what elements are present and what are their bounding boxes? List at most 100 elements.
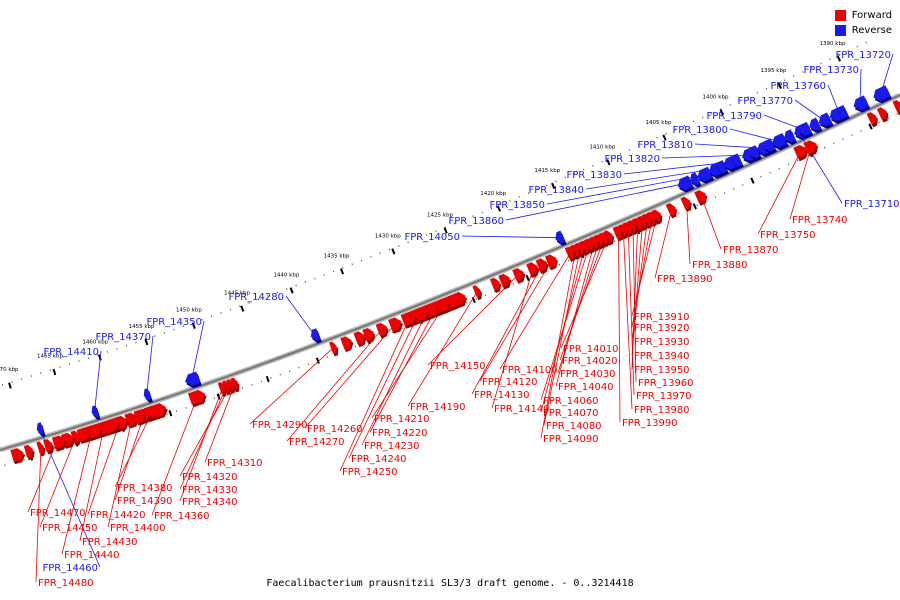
forward-gene-fpr_13890 [665, 203, 676, 216]
gene-label: FPR_13800 [672, 125, 728, 136]
gene-label: FPR_14150 [430, 361, 486, 372]
tick-label: 1425 kbp [427, 213, 453, 219]
gene-label: FPR_14020 [562, 356, 618, 367]
gene-leader-line [204, 383, 236, 463]
gene-leader-line [471, 264, 543, 395]
forward-gene-fpr_13990 [612, 226, 623, 239]
gene-label: FPR_14370 [95, 332, 151, 343]
forward-gene-fpr_14360 [188, 389, 206, 405]
forward-gene-fpr_14120 [545, 254, 557, 268]
forward-gene-block [53, 435, 66, 449]
forward-gene-block [498, 273, 510, 288]
gene-leader-line [179, 387, 223, 502]
gene-label: FPR_14100 [502, 365, 558, 376]
tick-mark [191, 322, 196, 329]
forward-gene-fpr_14190 [472, 285, 481, 298]
gene-leader-line [585, 168, 719, 190]
gene-label: FPR_14450 [42, 523, 98, 534]
gene-label: FPR_14430 [82, 537, 138, 548]
gene-leader-line [540, 246, 586, 413]
forward-gene-fpr_14310 [230, 377, 238, 390]
reverse-gene-block [784, 129, 796, 143]
tick-mark [443, 227, 448, 234]
reverse-gene-fpr_13770 [818, 112, 833, 127]
tick-label: 1455 kbp [129, 324, 155, 330]
legend: Forward Reverse [834, 8, 892, 38]
gene-leader-line [559, 237, 605, 361]
tick-label: 1400 kbp [703, 95, 729, 101]
gene-leader-line [304, 323, 397, 429]
gene-leader-line [479, 259, 553, 382]
gene-label: FPR_13860 [448, 216, 504, 227]
forward-gene-block [353, 331, 365, 345]
genome-caption: Faecalibacterium prausnitzii SL3/3 draft… [266, 578, 634, 589]
gene-leader-line [191, 320, 205, 380]
forward-gene-fpr_14320 [226, 379, 234, 392]
forward-gene-fpr_14450 [70, 430, 80, 444]
tick-mark [750, 177, 755, 184]
tick-mark [216, 393, 221, 400]
gene-leader-line [179, 386, 228, 490]
gene-label: FPR_14080 [546, 421, 602, 432]
forward-gene-block [415, 306, 429, 321]
tick-mark [315, 357, 320, 364]
gene-leader-line [763, 114, 804, 131]
gene-label: FPR_14120 [482, 377, 538, 388]
gene-label: FPR_13920 [634, 323, 690, 334]
forward-gene-block [23, 444, 34, 458]
gene-leader-line [361, 310, 428, 446]
forward-gene-fpr_13740 [803, 140, 817, 155]
gene-label: FPR_14320 [182, 472, 238, 483]
forward-gene-fpr_13950 [631, 218, 642, 231]
gene-label: FPR_13790 [706, 111, 762, 122]
gene-label: FPR_13910 [634, 312, 690, 323]
gene-label: FPR_13940 [634, 351, 690, 362]
gene-label: FPR_13830 [566, 170, 622, 181]
gene-leader-line [631, 223, 639, 370]
gene-leader-line [285, 295, 315, 336]
gene-leader-line [686, 202, 691, 265]
gene-label: FPR_14070 [543, 408, 599, 419]
tick-mark [719, 109, 724, 116]
gene-label: FPR_13950 [634, 365, 690, 376]
tick-label: 1390 kbp [820, 41, 846, 47]
reverse-gene-fpr_13790 [798, 121, 812, 136]
gene-label: FPR_14400 [110, 523, 166, 534]
tick-mark [525, 274, 530, 282]
gene-leader-line [546, 174, 704, 205]
gene-leader-line [286, 328, 383, 442]
tick-label: 1445 kbp [224, 291, 250, 297]
gene-leader-line [107, 418, 133, 528]
gene-label: FPR_13880 [692, 260, 748, 271]
gene-label: FPR_14140 [494, 404, 550, 415]
reverse-gene-fpr_14280 [310, 328, 321, 341]
gene-label: FPR_14350 [146, 317, 202, 328]
tick-label: 1430 kbp [375, 233, 401, 239]
gene-label: FPR_13890 [657, 274, 713, 285]
forward-gene-block [340, 336, 352, 350]
tick-mark [289, 287, 294, 294]
gene-label: FPR_14050 [404, 232, 460, 243]
forward-gene-block [450, 292, 466, 307]
reverse-gene-block [763, 138, 776, 152]
gene-label: FPR_13760 [770, 81, 826, 92]
gene-label: FPR_14190 [410, 402, 466, 413]
tick-mark [551, 182, 556, 190]
gene-label: FPR_14270 [289, 437, 345, 448]
tick-mark [8, 382, 12, 389]
gene-leader-line [543, 248, 581, 426]
gene-label: FPR_13740 [792, 215, 848, 226]
gene-label: FPR_13750 [760, 230, 816, 241]
reverse-gene-fpr_14350 [185, 371, 201, 386]
gene-leader-line [61, 431, 93, 555]
gene-leader-line [114, 411, 153, 488]
reverse-gene-fpr_13800 [772, 133, 788, 148]
gene-leader-line [339, 318, 410, 472]
tick-label: 1450 kbp [176, 308, 202, 314]
gene-label: FPR_13990 [622, 418, 678, 429]
gene-leader-line [627, 227, 635, 396]
reverse-gene-fpr_13860 [677, 175, 693, 190]
gene-leader-line [114, 414, 145, 501]
gene-label: FPR_13730 [803, 65, 859, 76]
gene-leader-line [499, 252, 572, 370]
